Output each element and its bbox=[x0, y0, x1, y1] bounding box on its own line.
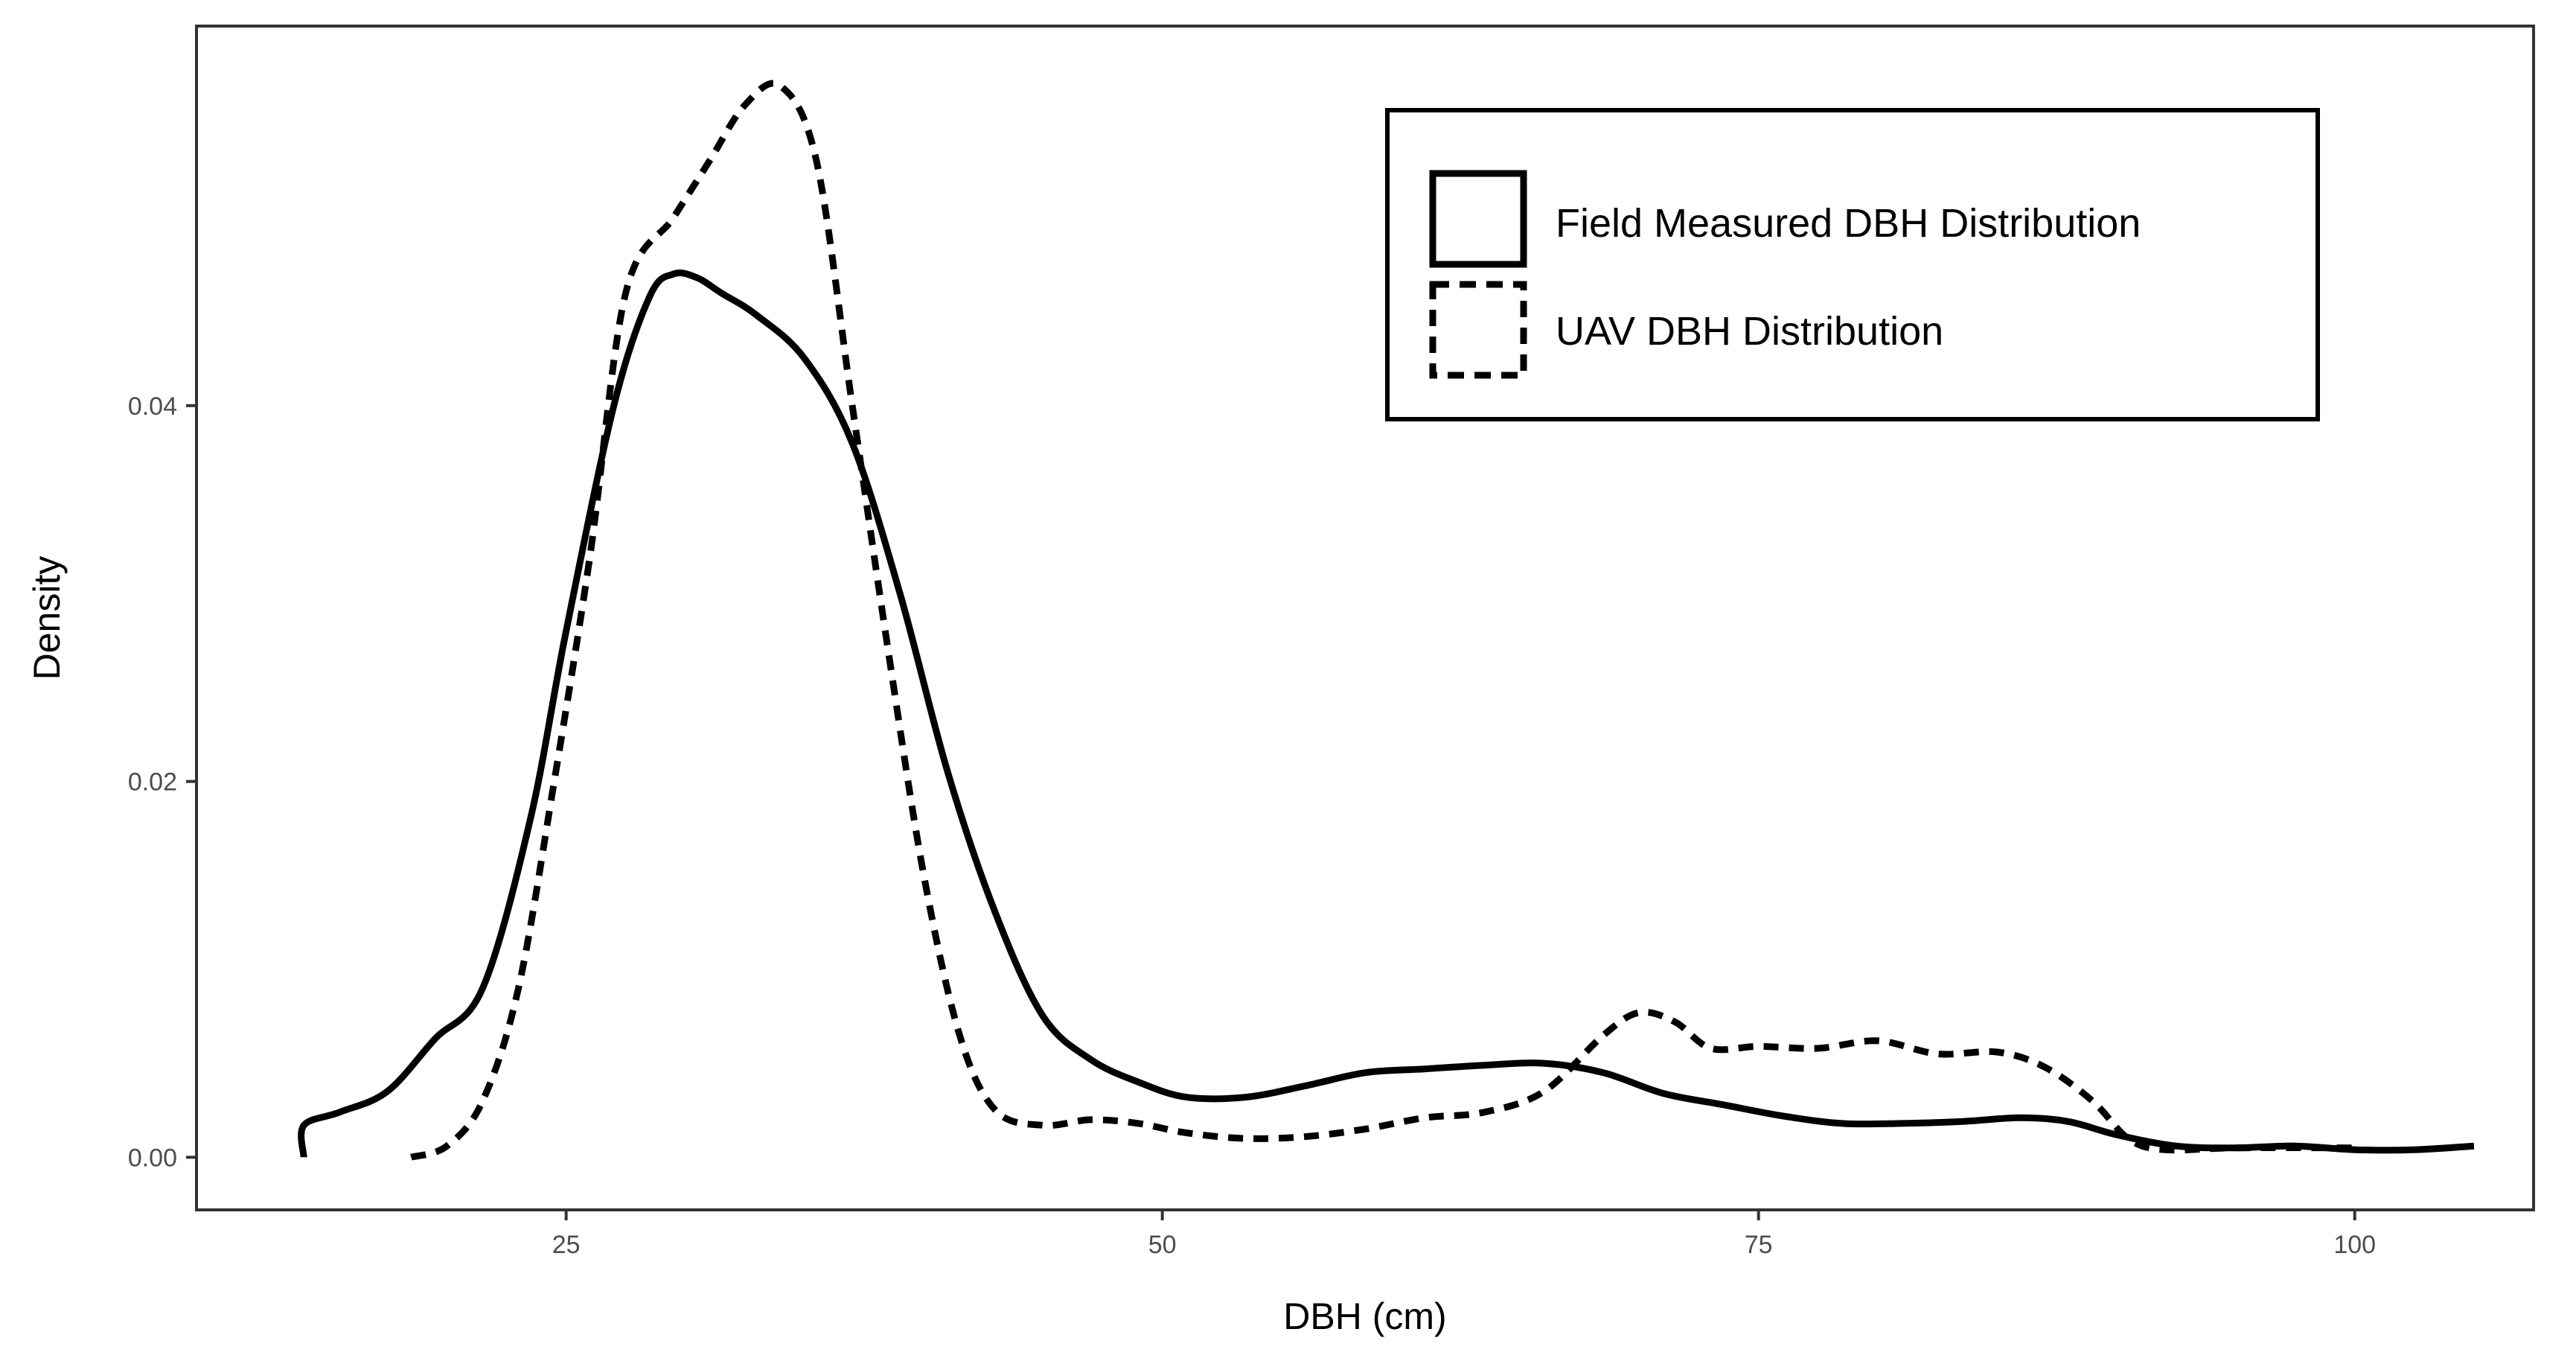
x-axis-title: DBH (cm) bbox=[1283, 1296, 1446, 1337]
legend-box bbox=[1385, 108, 2320, 421]
legend-key-solid bbox=[1429, 170, 1527, 268]
legend-label-uav: UAV DBH Distribution bbox=[1556, 309, 1943, 354]
x-axis: 25 50 75 100 bbox=[552, 1210, 2376, 1259]
legend-label-field: Field Measured DBH Distribution bbox=[1556, 201, 2141, 246]
x-tick-label: 25 bbox=[552, 1231, 581, 1259]
legend: Field Measured DBH Distribution UAV DBH … bbox=[1385, 108, 2320, 421]
legend-key-dashed bbox=[1429, 281, 1527, 379]
y-axis-title: Density bbox=[26, 556, 68, 681]
x-tick-label: 50 bbox=[1148, 1231, 1177, 1259]
y-axis: 0.00 0.02 0.04 bbox=[128, 392, 196, 1172]
density-curves bbox=[298, 80, 2475, 1161]
x-tick-label: 75 bbox=[1745, 1231, 1773, 1259]
y-tick-label: 0.00 bbox=[128, 1144, 177, 1172]
y-tick-label: 0.02 bbox=[128, 768, 177, 797]
series-line-uav bbox=[410, 80, 2355, 1161]
panel-border bbox=[195, 25, 2535, 1211]
y-tick-label: 0.04 bbox=[128, 392, 177, 421]
series-line-field-measured bbox=[298, 270, 2475, 1158]
x-tick-label: 100 bbox=[2333, 1231, 2376, 1259]
plot-area bbox=[195, 25, 2535, 1211]
